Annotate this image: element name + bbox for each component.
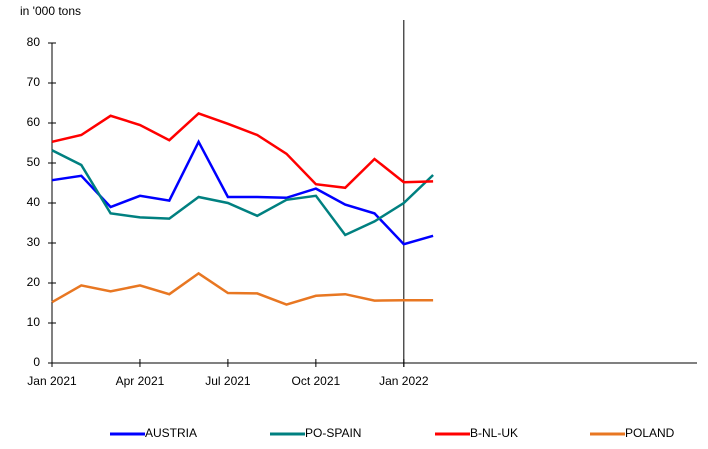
y-tick-label: 0	[33, 355, 40, 369]
series-line	[51, 139, 434, 246]
y-tick-label: 50	[27, 155, 41, 169]
x-tick-label: Jan 2021	[27, 374, 77, 388]
y-tick-label: 10	[27, 315, 41, 329]
y-tick-label: 70	[27, 75, 41, 89]
legend-label: POLAND	[625, 426, 675, 440]
y-tick-label: 60	[27, 115, 41, 129]
y-tick-label: 20	[27, 275, 41, 289]
x-tick-label: Jan 2022	[379, 374, 429, 388]
legend-label: PO-SPAIN	[305, 426, 361, 440]
legend-label: B-NL-UK	[470, 426, 518, 440]
series-line	[51, 111, 434, 190]
y-tick-label: 80	[27, 35, 41, 49]
y-axis-label: in '000 tons	[20, 4, 81, 18]
x-tick-label: Jul 2021	[205, 374, 251, 388]
y-tick-label: 40	[27, 195, 41, 209]
x-tick-label: Apr 2021	[116, 374, 165, 388]
y-tick-label: 30	[27, 235, 41, 249]
x-tick-label: Oct 2021	[292, 374, 341, 388]
series-line	[51, 149, 434, 237]
legend-label: AUSTRIA	[145, 426, 197, 440]
series-line	[51, 271, 434, 306]
